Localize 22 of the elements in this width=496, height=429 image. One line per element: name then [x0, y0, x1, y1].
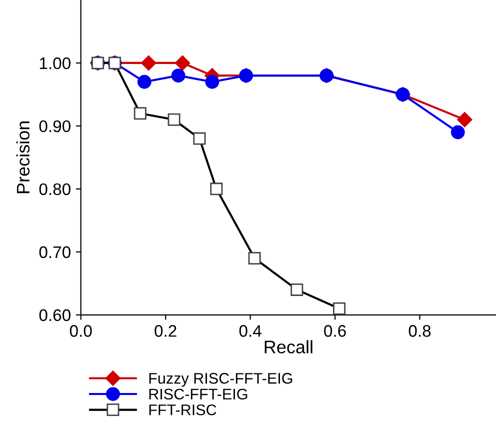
y-tick-label: 0.90	[39, 120, 70, 132]
point	[137, 74, 152, 89]
point	[450, 125, 465, 140]
x-axis-title: Recall	[264, 340, 312, 354]
y-tick-label: 0.70	[39, 246, 70, 258]
y-axis-title: Precision	[16, 121, 30, 194]
point	[141, 55, 156, 71]
x-tick-label: 0.4	[239, 325, 262, 337]
y-tick-label: 0.60	[39, 309, 70, 322]
legend-label: RISC-FFT-EIG	[149, 388, 248, 400]
y-tick-label: 0.80	[39, 183, 70, 196]
x-tick-label: 0.8	[408, 325, 431, 337]
legend-label: FFT-RISC	[149, 404, 216, 416]
point	[205, 74, 220, 89]
x-tick-label: 0.2	[154, 325, 176, 337]
x-tick-label: 0.0	[70, 325, 92, 337]
point	[171, 68, 186, 83]
point	[174, 55, 190, 71]
x-tick-label: 0.6	[324, 325, 346, 337]
legend-label: Fuzzy RISC-FFT-EIG	[149, 372, 292, 387]
y-tick-label: 1.00	[40, 57, 70, 70]
point	[457, 112, 472, 128]
